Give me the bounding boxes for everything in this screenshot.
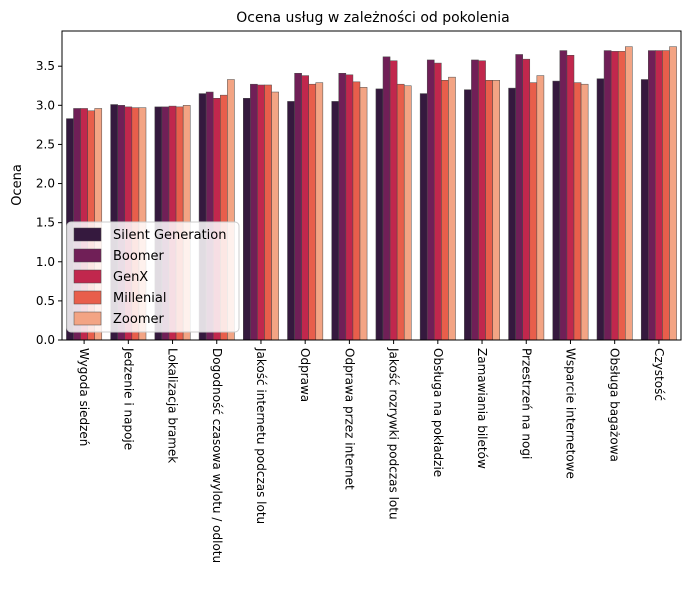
bar bbox=[315, 82, 324, 341]
bar bbox=[515, 54, 523, 341]
bar bbox=[287, 101, 295, 341]
bar bbox=[573, 82, 582, 341]
legend-label: GenX bbox=[113, 270, 148, 285]
bar bbox=[471, 59, 479, 341]
bar bbox=[294, 72, 302, 341]
y-tick-label: 3.0 bbox=[36, 98, 55, 112]
bar bbox=[669, 46, 677, 341]
bar bbox=[448, 76, 456, 341]
legend-swatch bbox=[73, 311, 102, 326]
bar bbox=[352, 81, 361, 341]
bar bbox=[596, 78, 605, 341]
x-tick-label: Odprawa przez internet bbox=[342, 348, 356, 490]
x-tick-label: Wygoda siedzeń bbox=[77, 348, 91, 446]
y-axis: 0.0 0.5 1.0 1.5 2.0 2.5 3.0 3.5 bbox=[36, 59, 62, 347]
bar bbox=[662, 50, 670, 341]
legend-box bbox=[66, 221, 240, 333]
bar bbox=[522, 58, 531, 341]
bar bbox=[389, 60, 398, 341]
bar bbox=[338, 72, 347, 341]
x-tick-label: Lokalizacja bramek bbox=[166, 348, 180, 463]
x-tick-label: Odprawa bbox=[298, 348, 312, 402]
x-tick-label: Jakość internetu podczas lotu bbox=[254, 347, 268, 524]
bar bbox=[375, 88, 384, 341]
bar bbox=[264, 84, 272, 341]
bar bbox=[359, 87, 368, 341]
bar bbox=[464, 89, 472, 341]
bar bbox=[485, 80, 493, 341]
y-axis-label: Ocena bbox=[10, 164, 25, 206]
legend-label: Silent Generation bbox=[113, 228, 226, 243]
bar bbox=[257, 84, 265, 341]
bar bbox=[419, 93, 428, 341]
bar bbox=[566, 55, 575, 341]
bar bbox=[536, 75, 545, 341]
bar bbox=[382, 56, 391, 341]
bar bbox=[250, 83, 258, 341]
bar bbox=[271, 91, 279, 341]
y-tick-label: 0.0 bbox=[36, 333, 55, 347]
legend-label: Millenial bbox=[113, 291, 166, 306]
x-tick-label: Przestrzeń na nogi bbox=[519, 348, 533, 459]
bar bbox=[559, 50, 568, 341]
legend-swatch bbox=[73, 269, 102, 284]
bar bbox=[434, 62, 442, 341]
legend-swatch bbox=[73, 227, 102, 242]
x-axis: Wygoda siedzeń Jedzenie i napoje Lokalizac… bbox=[77, 340, 666, 563]
bar bbox=[308, 83, 317, 341]
legend-swatch bbox=[73, 248, 102, 263]
bar bbox=[529, 82, 538, 341]
x-tick-label: Jedzenie i napoje bbox=[121, 347, 135, 450]
legend-swatch bbox=[73, 290, 102, 305]
bar bbox=[478, 60, 486, 341]
legend-label: Boomer bbox=[113, 249, 164, 264]
bar bbox=[243, 98, 251, 341]
chart-title: Ocena usług w zależności od pokolenia bbox=[236, 10, 509, 26]
bar bbox=[403, 85, 412, 341]
bar bbox=[396, 83, 405, 341]
x-tick-label: Czystość bbox=[652, 348, 666, 401]
y-tick-label: 1.0 bbox=[36, 255, 55, 269]
y-tick-label: 2.5 bbox=[36, 137, 55, 151]
x-tick-label: Jakość rozrywki podczas lotu bbox=[387, 347, 401, 520]
x-tick-label: Zamawiania biletów bbox=[475, 348, 489, 469]
bar bbox=[640, 79, 649, 341]
bar bbox=[492, 80, 500, 341]
bar bbox=[655, 50, 663, 341]
x-tick-label: Obsługa bagażowa bbox=[608, 348, 622, 462]
bar bbox=[301, 75, 309, 341]
legend-label: Zoomer bbox=[113, 312, 164, 327]
bar bbox=[580, 83, 589, 341]
bar bbox=[625, 46, 633, 341]
plot-frame bbox=[61, 30, 682, 341]
y-tick-label: 2.0 bbox=[36, 177, 55, 191]
bar bbox=[331, 101, 340, 341]
bar bbox=[552, 80, 561, 341]
bar bbox=[648, 50, 656, 341]
bar bbox=[610, 51, 619, 341]
x-tick-label: Dogodność czasowa wylotu / odlotu bbox=[210, 348, 224, 563]
x-tick-label: Wsparcie internetowe bbox=[563, 348, 577, 479]
bar bbox=[603, 50, 612, 341]
y-tick-label: 3.5 bbox=[36, 59, 55, 73]
legend: Silent Generation Boomer GenX Millenial Zoom… bbox=[66, 221, 240, 333]
bar bbox=[345, 74, 354, 341]
y-tick-label: 0.5 bbox=[36, 294, 55, 308]
x-tick-label: Obsługa na pokładzie bbox=[431, 348, 445, 477]
bar bbox=[426, 59, 435, 341]
bar bbox=[508, 87, 516, 341]
bar bbox=[441, 80, 449, 341]
bar bbox=[617, 51, 626, 341]
y-tick-label: 1.5 bbox=[36, 216, 55, 230]
